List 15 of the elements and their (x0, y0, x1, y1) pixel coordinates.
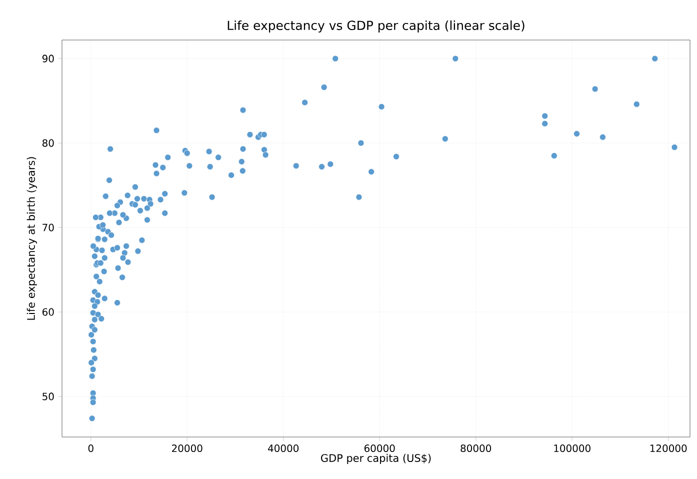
x-tick-label: 100000 (554, 444, 590, 452)
x-tick-label: 20000 (172, 444, 202, 452)
x-tick-label: 0 (88, 444, 94, 452)
x-tick-label: 80000 (460, 444, 492, 452)
y-tick-label: 90 (42, 54, 54, 62)
y-tick-label: 80 (42, 139, 54, 147)
x-tick-label: 40000 (268, 444, 299, 452)
x-tick-label: 60000 (364, 444, 395, 452)
x-tick-label: 120000 (650, 444, 687, 452)
chart-title: Life expectancy vs GDP per capita (linear scale) (228, 20, 524, 33)
x-axis-title: GDP per capita (US$) (321, 454, 431, 464)
y-tick-label: 50 (42, 392, 54, 400)
y-tick-label: 60 (42, 308, 54, 316)
y-tick-label: 70 (42, 224, 54, 232)
y-axis-title: Life expectancy at birth (years) (26, 157, 37, 320)
